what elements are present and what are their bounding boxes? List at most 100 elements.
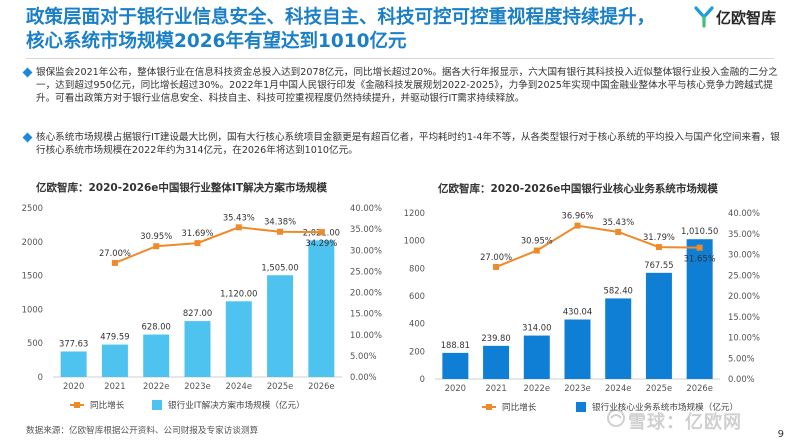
growth-point [574, 222, 581, 229]
growth-label: 35.43% [602, 217, 634, 227]
legend-label: 同比增长 [90, 399, 125, 411]
x-tick-label: 2026e [308, 381, 334, 391]
bar [442, 352, 469, 379]
x-tick-label: 2022e [524, 383, 550, 393]
y-tick-label-right: 35.00% [350, 224, 382, 234]
legend-bar-swatch [576, 402, 586, 412]
legend-bar-swatch [152, 400, 162, 410]
growth-label: 30.95% [521, 236, 553, 246]
y-tick-label-right: 20.00% [350, 288, 382, 298]
bar-value-label: 827.00 [183, 308, 212, 318]
growth-point [615, 228, 622, 235]
bar [267, 275, 294, 377]
y-tick-label-right: 15.00% [728, 312, 760, 322]
y-tick-label-right: 15.00% [350, 309, 382, 319]
bar [60, 351, 87, 377]
growth-label: 27.00% [480, 252, 512, 262]
y-tick-label-right: 5.00% [350, 351, 377, 361]
bar [101, 344, 128, 377]
y-tick-label-left: 800 [409, 263, 425, 273]
x-tick-label: 2020 [445, 383, 466, 393]
bar-value-label: 1,010.50 [681, 226, 718, 236]
growth-point [153, 243, 160, 250]
growth-point [696, 244, 703, 251]
bar-value-label: 479.59 [100, 332, 129, 342]
watermark: 雪球：亿欧网 [628, 412, 742, 433]
growth-label: 27.00% [99, 248, 131, 258]
growth-point [655, 244, 662, 251]
growth-line [114, 226, 322, 264]
logo: 亿欧智库 [694, 6, 776, 28]
x-tick-label: 2025e [646, 383, 672, 393]
bar [645, 272, 672, 379]
y-tick-label-right: 35.00% [728, 229, 760, 239]
bar [184, 321, 211, 377]
bar-value-label: 188.81 [441, 340, 470, 350]
x-tick-label: 2024e [605, 383, 631, 393]
growth-point [318, 229, 325, 236]
bar-value-label: 628.00 [142, 322, 171, 332]
bar [523, 335, 550, 379]
y-tick-label-left: 2000 [22, 237, 43, 247]
legend-line-marker [74, 402, 80, 408]
growth-label: 30.95% [140, 231, 172, 241]
growth-label: 31.79% [643, 232, 675, 242]
bar [686, 239, 713, 379]
x-tick-label: 2022e [143, 381, 169, 391]
growth-label: 35.43% [223, 212, 255, 222]
x-tick-label: 2024e [226, 381, 252, 391]
y-tick-label-right: 40.00% [350, 203, 382, 213]
y-tick-label-left: 1000 [22, 304, 43, 314]
source-note: 数据来源：亿欧智库根据公开资料、公司财报及专家访谈测算 [26, 426, 259, 436]
growth-label: 31.69% [182, 228, 214, 238]
x-tick-label: 2025e [267, 381, 293, 391]
growth-label: 36.96% [562, 211, 594, 221]
growth-point [277, 228, 284, 235]
x-tick-label: 2021 [485, 383, 506, 393]
page-title: 政策层面对于银行业信息安全、科技自主、科技可控可控重视程度持续提升，核心系统市场… [26, 7, 656, 52]
page-number: 9 [777, 429, 784, 440]
chart-title: 亿欧智库：2020-2026e中国银行业整体IT解决方案市场规模 [36, 182, 327, 194]
y-tick-label-left: 1000 [404, 236, 425, 246]
bar [225, 301, 252, 377]
bar [143, 334, 170, 377]
growth-label: 31.65% [684, 254, 716, 264]
growth-point [194, 240, 201, 247]
x-tick-label: 2021 [104, 381, 125, 391]
y-tick-label-right: 5.00% [728, 353, 755, 363]
y-tick-label-right: 25.00% [350, 266, 382, 276]
yiou-logo-icon [694, 6, 714, 28]
bullet-text: 银保监会2021年公布，整体银行业在信息科技资金总投入达到2078亿元，同比增长… [36, 67, 778, 104]
y-tick-label-right: 30.00% [728, 250, 760, 260]
bullet-item: 银保监会2021年公布，整体银行业在信息科技资金总投入达到2078亿元，同比增长… [22, 66, 784, 105]
bar-value-label: 239.80 [481, 333, 510, 343]
y-tick-label-right: 10.00% [350, 330, 382, 340]
legend-label: 同比增长 [502, 401, 537, 413]
bar-value-label: 582.40 [604, 285, 633, 295]
growth-line [495, 224, 700, 268]
growth-point [493, 263, 500, 270]
y-tick-label-left: 0 [420, 374, 425, 384]
legend-label: 银行业核心业务系统市场规模（亿元） [592, 401, 738, 413]
y-tick-label-right: 40.00% [728, 208, 760, 218]
y-tick-label-left: 0 [38, 372, 43, 382]
bar [564, 319, 591, 379]
y-tick-label-left: 600 [409, 291, 425, 301]
growth-point [235, 224, 242, 231]
y-tick-label-left: 400 [409, 319, 425, 329]
y-tick-label-left: 1200 [404, 208, 425, 218]
y-tick-label-right: 10.00% [728, 333, 760, 343]
y-tick-label-right: 20.00% [728, 291, 760, 301]
y-tick-label-right: 0.00% [350, 372, 377, 382]
bar [308, 240, 335, 377]
growth-label: 34.38% [264, 217, 296, 227]
growth-label: 34.29% [305, 238, 337, 248]
y-tick-label-left: 500 [27, 338, 43, 348]
snowball-watermark-icon [607, 409, 625, 427]
chart-title: 亿欧智库：2020-2026e中国银行业核心业务系统市场规模 [438, 183, 718, 195]
legend-label: 银行业IT解决方案市场规模（亿元） [168, 399, 305, 411]
y-tick-label-left: 1500 [22, 271, 43, 281]
bar-value-label: 1,120.00 [220, 288, 257, 298]
bar [483, 345, 510, 379]
